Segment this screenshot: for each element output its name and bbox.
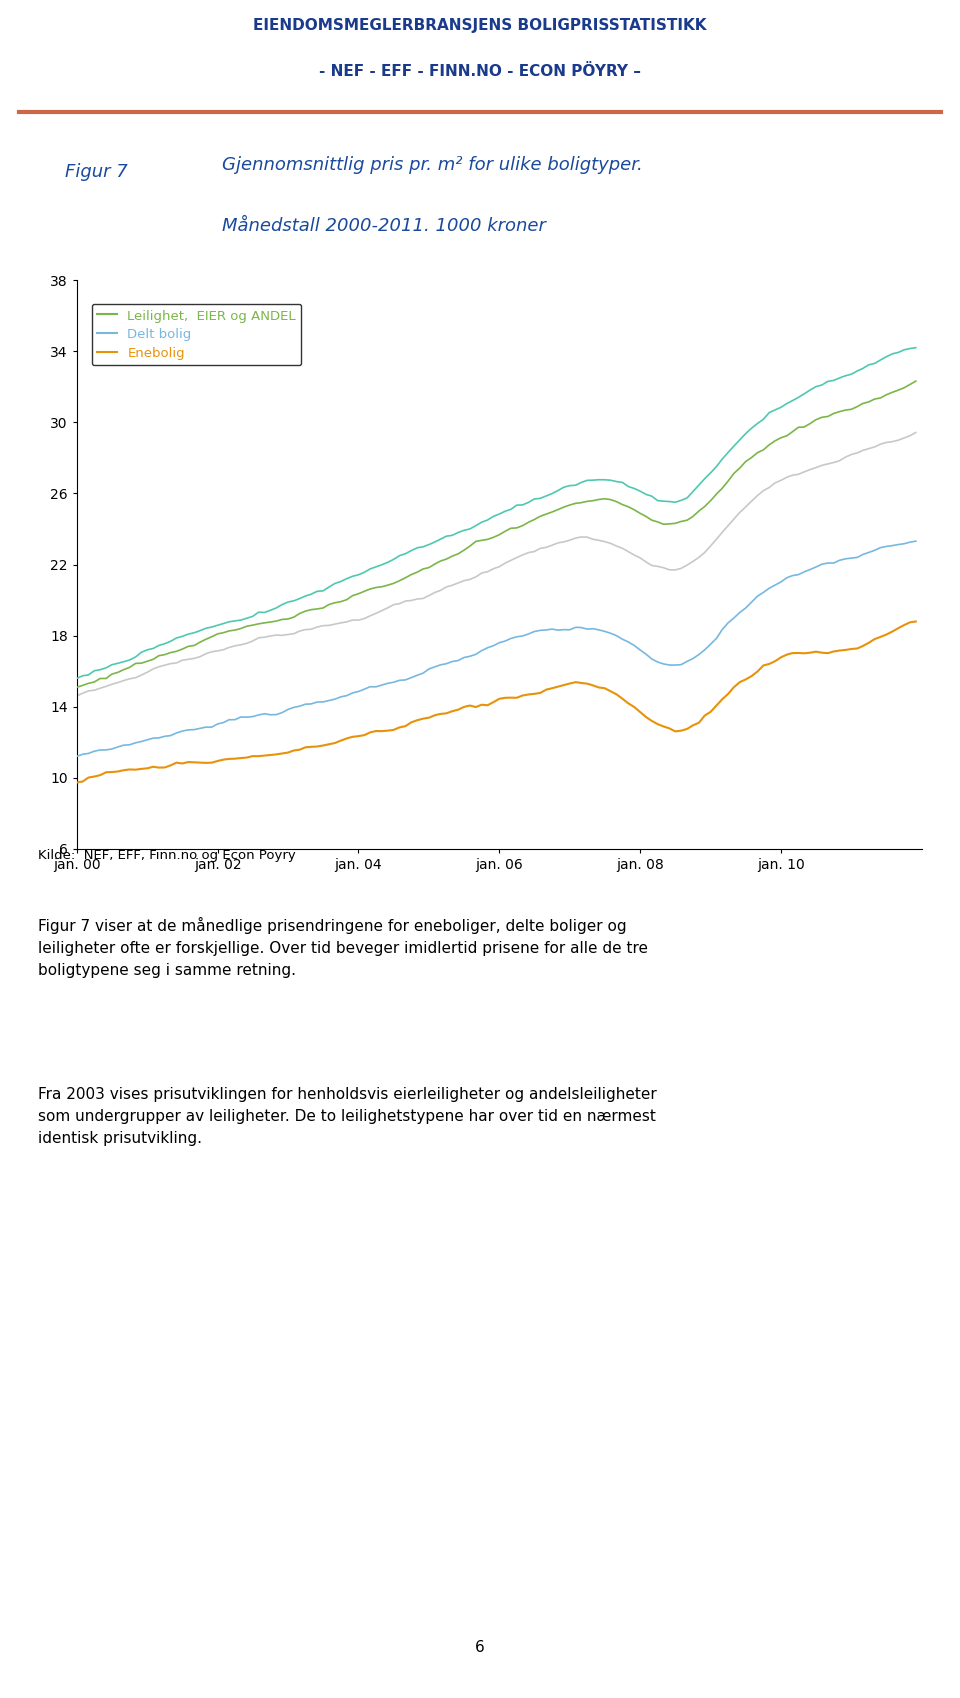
Text: 6: 6 — [475, 1640, 485, 1654]
Text: Fra 2003 vises prisutviklingen for henholdsvis eierleiligheter og andelsleilighe: Fra 2003 vises prisutviklingen for henho… — [38, 1087, 658, 1146]
Text: Figur 7 viser at de månedlige prisendringene for eneboliger, delte boliger og
le: Figur 7 viser at de månedlige prisendrin… — [38, 917, 648, 978]
Legend: Leilighet,  EIER og ANDEL, Delt bolig, Enebolig: Leilighet, EIER og ANDEL, Delt bolig, En… — [92, 304, 301, 365]
Text: Kilde:  NEF, EFF, Finn.no og Econ Pöyry: Kilde: NEF, EFF, Finn.no og Econ Pöyry — [38, 849, 296, 863]
Text: Månedstall 2000-2011. 1000 kroner: Månedstall 2000-2011. 1000 kroner — [222, 217, 546, 234]
Text: Gjennomsnittlig pris pr. m² for ulike boligtyper.: Gjennomsnittlig pris pr. m² for ulike bo… — [222, 156, 642, 175]
Text: - NEF - EFF - FINN.NO - ECON PÖYRY –: - NEF - EFF - FINN.NO - ECON PÖYRY – — [319, 65, 641, 78]
Text: EIENDOMSMEGLERBRANSJENS BOLIGPRISSTATISTIKK: EIENDOMSMEGLERBRANSJENS BOLIGPRISSTATIST… — [253, 19, 707, 32]
Text: Figur 7: Figur 7 — [65, 163, 128, 182]
